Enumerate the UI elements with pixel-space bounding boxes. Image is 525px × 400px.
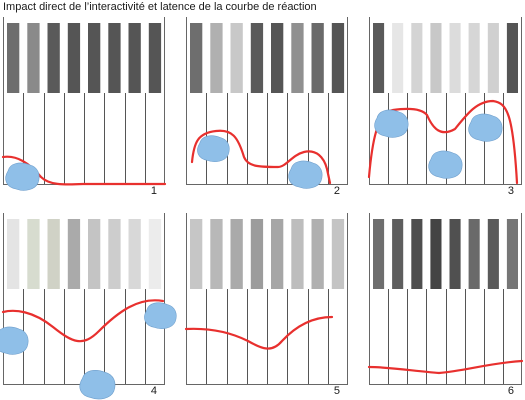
piano-key-1: [373, 23, 385, 93]
hand-blob: [288, 160, 323, 189]
panel-number: 5: [334, 385, 340, 397]
hand-blob: [79, 370, 116, 400]
figure-title: Impact direct de l’interactivité et late…: [3, 1, 317, 13]
panel-frame: [186, 213, 348, 385]
piano-key-2: [210, 219, 223, 289]
panel-4: 4: [0, 213, 177, 400]
piano-key-1: [7, 219, 20, 289]
panel-number: 6: [508, 385, 514, 397]
panel-2: 2: [186, 17, 348, 197]
piano-key-3: [47, 219, 60, 289]
piano-key-6: [468, 23, 480, 93]
reaction-curve: [190, 129, 332, 185]
piano-key-5: [449, 23, 461, 93]
piano-key-7: [311, 23, 324, 93]
piano-key-4: [250, 23, 264, 93]
piano-key-2: [392, 23, 404, 93]
piano-key-1: [7, 23, 20, 93]
piano-key-3: [411, 23, 423, 93]
hand-blob: [5, 162, 40, 191]
hand-blob: [144, 302, 177, 329]
piano-key-5: [88, 23, 101, 93]
hand-blob: [428, 150, 463, 179]
piano-key-7: [311, 219, 324, 289]
piano-key-7: [487, 219, 499, 289]
piano-key-8: [148, 23, 162, 93]
piano-key-6: [291, 219, 304, 289]
piano-key-2: [210, 23, 223, 93]
piano-key-4: [250, 219, 264, 289]
panel-number: 3: [508, 185, 514, 197]
reaction-curve: [184, 315, 334, 350]
piano-key-6: [468, 219, 480, 289]
hand-blob: [468, 113, 503, 142]
piano-key-3: [411, 219, 423, 289]
piano-key-8: [331, 23, 345, 93]
reaction-curve: [1, 299, 165, 343]
panel-1: 1: [1, 17, 167, 197]
piano-key-1: [190, 23, 203, 93]
piano-key-8: [506, 219, 518, 289]
piano-key-6: [108, 219, 121, 289]
panel-frame: [186, 17, 348, 185]
panel-frame: [369, 17, 522, 185]
piano-key-6: [108, 23, 121, 93]
panel-6: 6: [367, 213, 524, 397]
hand-blob: [197, 135, 230, 162]
panel-number: 2: [334, 185, 340, 197]
piano-key-2: [27, 23, 40, 93]
piano-key-1: [373, 219, 385, 289]
piano-key-5: [271, 23, 284, 93]
reaction-curve: [367, 359, 524, 375]
piano-key-6: [291, 23, 304, 93]
piano-key-5: [271, 219, 284, 289]
panel-number: 1: [151, 185, 157, 197]
piano-key-4: [67, 219, 81, 289]
piano-key-7: [487, 23, 499, 93]
piano-key-5: [449, 219, 461, 289]
piano-key-3: [47, 23, 60, 93]
piano-key-2: [392, 219, 404, 289]
piano-key-7: [128, 219, 141, 289]
panel-5: 5: [184, 213, 348, 397]
piano-key-8: [506, 23, 518, 93]
piano-key-4: [430, 23, 442, 93]
panel-number: 4: [151, 385, 157, 397]
piano-key-4: [430, 219, 442, 289]
piano-key-5: [88, 219, 101, 289]
panel-3: 3: [367, 17, 522, 197]
panel-frame: [369, 213, 522, 385]
piano-key-7: [128, 23, 141, 93]
hand-blob: [374, 109, 409, 138]
piano-key-4: [67, 23, 81, 93]
reaction-curve: [1, 155, 167, 186]
piano-key-3: [230, 23, 243, 93]
piano-key-8: [148, 219, 162, 289]
piano-key-1: [190, 219, 203, 289]
hand-blob: [0, 326, 29, 355]
piano-key-8: [331, 219, 345, 289]
piano-key-3: [230, 219, 243, 289]
piano-key-2: [27, 219, 40, 289]
